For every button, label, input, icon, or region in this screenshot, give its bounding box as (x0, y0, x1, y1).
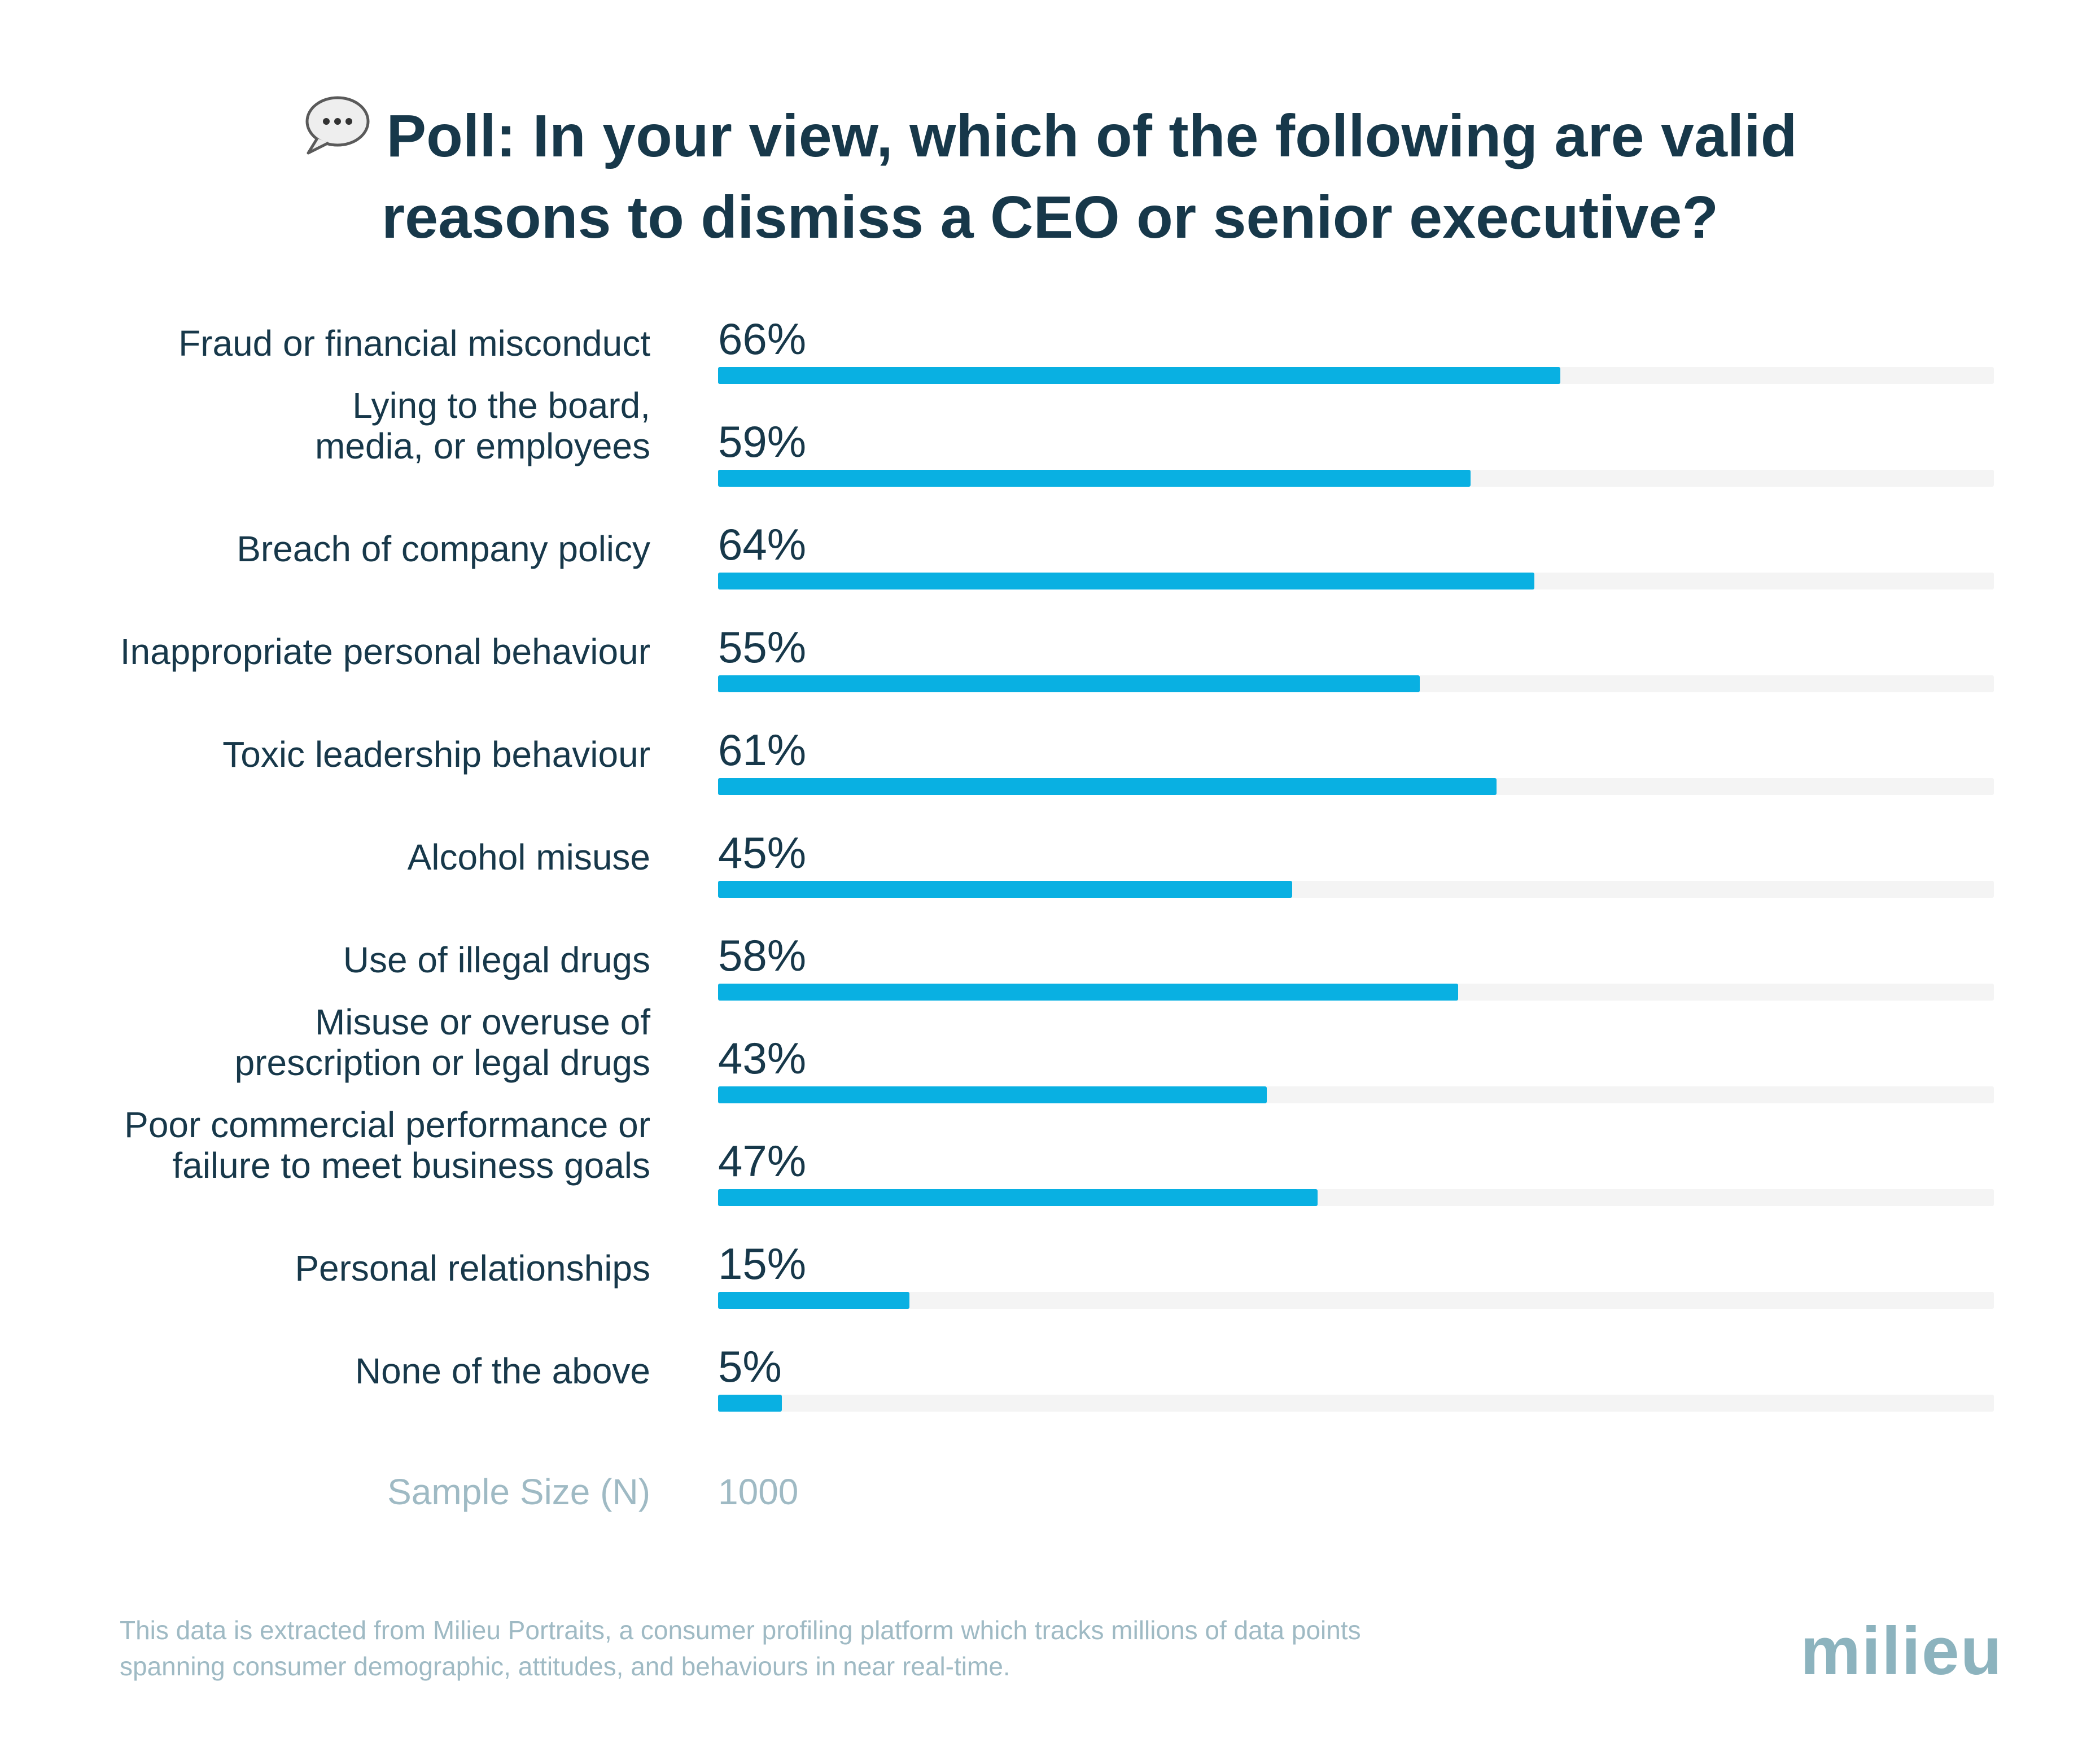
title-text-1: Poll: In your view, which of the followi… (386, 103, 1797, 169)
bar (718, 881, 1292, 898)
value-label: 64% (718, 519, 807, 569)
category-label: Breach of company policy (0, 529, 650, 569)
category-label: Fraud or financial misconduct (0, 323, 650, 364)
category-label-line: media, or employees (314, 426, 650, 466)
bar (718, 778, 1497, 795)
bar (718, 984, 1458, 1001)
milieu-logo: milieu (1800, 1613, 2003, 1689)
category-label: Toxic leadership behaviour (0, 734, 650, 775)
category-label: Lying to the board, media, or employees (0, 385, 650, 466)
bar (718, 470, 1471, 487)
category-label-line: prescription or legal drugs (234, 1042, 650, 1083)
value-label: 58% (718, 931, 807, 980)
bar (718, 675, 1420, 692)
sample-size-value: 1000 (718, 1471, 799, 1512)
bar (718, 573, 1535, 589)
value-label: 61% (718, 725, 807, 775)
value-label: 66% (718, 314, 807, 364)
category-label: Poor commercial performance or failure to… (0, 1104, 650, 1186)
bar (718, 367, 1560, 384)
value-label: 43% (718, 1033, 807, 1083)
category-label: None of the above (0, 1351, 650, 1391)
bar-track (718, 1395, 1994, 1412)
category-label-line: failure to meet business goals (172, 1145, 650, 1186)
category-label-line: Use of illegal drugs (343, 940, 650, 980)
footnote-line-1: This data is extracted from Milieu Portr… (120, 1615, 1361, 1645)
chart-title: Poll: In your view, which of the followi… (0, 96, 2100, 255)
bar (718, 1292, 909, 1309)
value-label: 59% (718, 417, 807, 466)
category-label-line: Poor commercial performance or (124, 1104, 650, 1145)
bar (718, 1189, 1318, 1206)
category-label: Inappropriate personal behaviour (0, 631, 650, 672)
footnote: This data is extracted from Milieu Portr… (120, 1612, 1587, 1684)
value-label: 45% (718, 828, 807, 877)
category-label-line: Alcohol misuse (407, 837, 650, 877)
footnote-line-2: spanning consumer demographic, attitudes… (120, 1652, 1010, 1681)
speech-bubble-icon (303, 94, 370, 173)
category-label-line: Fraud or financial misconduct (178, 323, 650, 364)
sample-size-label: Sample Size (N) (387, 1471, 650, 1512)
category-label: Misuse or overuse of prescription or lega… (0, 1002, 650, 1083)
title-line-2: reasons to dismiss a CEO or senior execu… (381, 184, 1719, 251)
category-label: Use of illegal drugs (0, 940, 650, 980)
value-label: 55% (718, 622, 807, 672)
category-label-line: None of the above (355, 1351, 650, 1391)
category-label: Personal relationships (0, 1248, 650, 1289)
bar-track (718, 1292, 1994, 1309)
category-label-line: Toxic leadership behaviour (222, 734, 650, 775)
category-label-line: Personal relationships (295, 1248, 650, 1289)
category-label-line: Breach of company policy (237, 529, 650, 569)
category-label-line: Lying to the board, (352, 385, 650, 426)
category-label-line: Inappropriate personal behaviour (120, 631, 650, 672)
bar (718, 1395, 782, 1412)
value-label: 15% (718, 1239, 807, 1289)
title-line-1: Poll: In your view, which of the followi… (0, 96, 2100, 180)
value-label: 47% (718, 1136, 807, 1186)
bar (718, 1086, 1267, 1103)
category-label: Alcohol misuse (0, 837, 650, 877)
value-label: 5% (718, 1342, 782, 1391)
category-label-line: Misuse or overuse of (314, 1002, 650, 1042)
